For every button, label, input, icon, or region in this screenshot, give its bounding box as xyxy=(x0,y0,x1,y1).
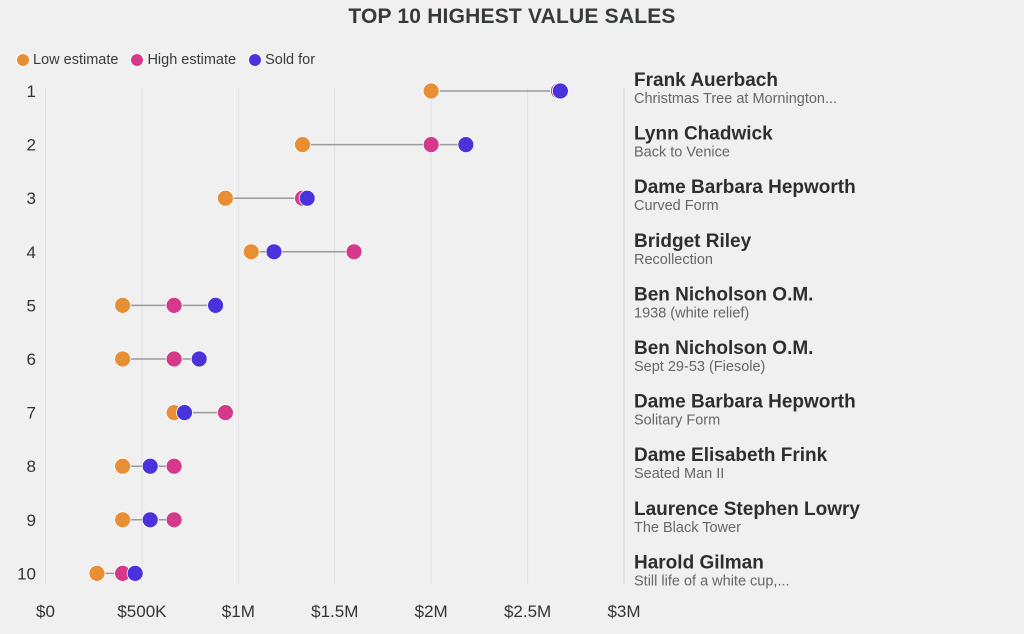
point-low[interactable] xyxy=(242,243,260,261)
rank-label: 1 xyxy=(27,82,36,101)
x-tick-label: $3M xyxy=(607,602,640,621)
x-tick-label: $0 xyxy=(36,602,55,621)
x-tick-label: $1.5M xyxy=(311,602,358,621)
point-low[interactable] xyxy=(422,82,440,100)
point-sold[interactable] xyxy=(551,82,569,100)
legend-label-low: Low estimate xyxy=(33,52,119,68)
point-low[interactable] xyxy=(294,136,311,154)
point-low[interactable] xyxy=(217,189,234,207)
work-title: Solitary Form xyxy=(634,413,720,429)
point-sold[interactable] xyxy=(176,404,193,422)
chart-row: 8 xyxy=(27,457,183,476)
work-title: Seated Man II xyxy=(634,466,724,482)
chart-title: TOP 10 HIGHEST VALUE SALES xyxy=(348,5,676,28)
point-sold[interactable] xyxy=(141,511,159,529)
point-high[interactable] xyxy=(217,404,234,422)
rank-label: 6 xyxy=(27,350,36,369)
chart-row: 2 xyxy=(27,136,475,155)
x-tick-label: $500K xyxy=(117,602,167,621)
point-low[interactable] xyxy=(114,457,132,475)
rank-label: 4 xyxy=(27,243,36,262)
work-title: Curved Form xyxy=(634,198,719,214)
work-title: Sept 29-53 (Fiesole) xyxy=(634,359,765,375)
point-high[interactable] xyxy=(422,136,440,154)
x-tick-label: $1M xyxy=(222,602,255,621)
point-low[interactable] xyxy=(114,296,132,314)
artist-name: Dame Elisabeth Frink xyxy=(634,445,828,466)
legend-dot-low-icon xyxy=(16,53,30,67)
x-tick-label: $2M xyxy=(415,602,448,621)
row-label: Ben Nicholson O.M.Sept 29-53 (Fiesole) xyxy=(634,338,813,375)
point-high[interactable] xyxy=(165,296,183,314)
x-tick-label: $2.5M xyxy=(504,602,551,621)
artist-name: Dame Barbara Hepworth xyxy=(634,177,856,198)
chart-row: 1 xyxy=(27,82,569,101)
x-axis-ticks: $0 $500K $1M $1.5M $2M $2.5M $3M xyxy=(36,602,641,621)
point-sold[interactable] xyxy=(126,565,144,582)
artist-name: Lynn Chadwick xyxy=(634,124,773,145)
point-sold[interactable] xyxy=(265,243,283,261)
legend-dot-high-icon xyxy=(130,53,145,67)
artist-name: Ben Nicholson O.M. xyxy=(634,284,813,305)
point-high[interactable] xyxy=(165,350,183,368)
work-title: Back to Venice xyxy=(634,145,730,161)
chart-row: 5 xyxy=(27,296,224,315)
legend-item-sold[interactable]: Sold for xyxy=(248,52,315,68)
legend-item-low[interactable]: Low estimate xyxy=(16,52,118,68)
work-title: Still life of a white cup,... xyxy=(634,573,790,589)
work-title: 1938 (white relief) xyxy=(634,305,749,321)
chart-row: 10 xyxy=(17,564,144,583)
artist-name: Bridget Riley xyxy=(634,231,752,252)
rank-label: 2 xyxy=(27,136,36,155)
chart-row: 9 xyxy=(27,511,183,530)
point-high[interactable] xyxy=(165,511,183,529)
rank-label: 10 xyxy=(17,564,36,583)
point-high[interactable] xyxy=(165,457,183,475)
point-low[interactable] xyxy=(114,350,132,368)
artist-name: Laurence Stephen Lowry xyxy=(634,499,860,520)
point-low[interactable] xyxy=(88,565,106,582)
chart-rows: 1 2 3 4 5 6 7 8 9 10 xyxy=(17,82,569,583)
point-sold[interactable] xyxy=(141,457,159,475)
chart-row: 7 xyxy=(27,404,234,423)
rank-label: 8 xyxy=(27,457,36,476)
work-title: Recollection xyxy=(634,252,713,268)
legend-label-high: High estimate xyxy=(147,52,237,68)
gridlines xyxy=(45,88,625,585)
legend: Low estimate High estimate Sold for xyxy=(16,52,315,68)
legend-item-high[interactable]: High estimate xyxy=(130,52,236,68)
point-sold[interactable] xyxy=(298,189,316,207)
point-high[interactable] xyxy=(345,243,363,261)
chart-row: 6 xyxy=(27,350,208,369)
chart-row: 4 xyxy=(27,243,363,262)
artist-name: Harold Gilman xyxy=(634,552,764,573)
point-sold[interactable] xyxy=(457,136,475,154)
point-low[interactable] xyxy=(114,511,132,529)
row-label: Ben Nicholson O.M.1938 (white relief) xyxy=(634,284,813,321)
rank-label: 7 xyxy=(27,404,36,423)
rank-label: 9 xyxy=(27,511,36,530)
work-title: Christmas Tree at Mornington... xyxy=(634,91,837,107)
point-sold[interactable] xyxy=(190,350,208,368)
legend-label-sold: Sold for xyxy=(265,52,316,68)
artist-name: Frank Auerbach xyxy=(634,70,778,91)
work-title: The Black Tower xyxy=(634,520,741,536)
rank-label: 3 xyxy=(27,189,36,208)
chart-row: 3 xyxy=(27,189,316,208)
artist-name: Ben Nicholson O.M. xyxy=(634,338,813,359)
artist-name: Dame Barbara Hepworth xyxy=(634,392,856,413)
legend-dot-sold-icon xyxy=(248,53,263,67)
point-sold[interactable] xyxy=(207,296,224,314)
rank-label: 5 xyxy=(27,296,36,315)
